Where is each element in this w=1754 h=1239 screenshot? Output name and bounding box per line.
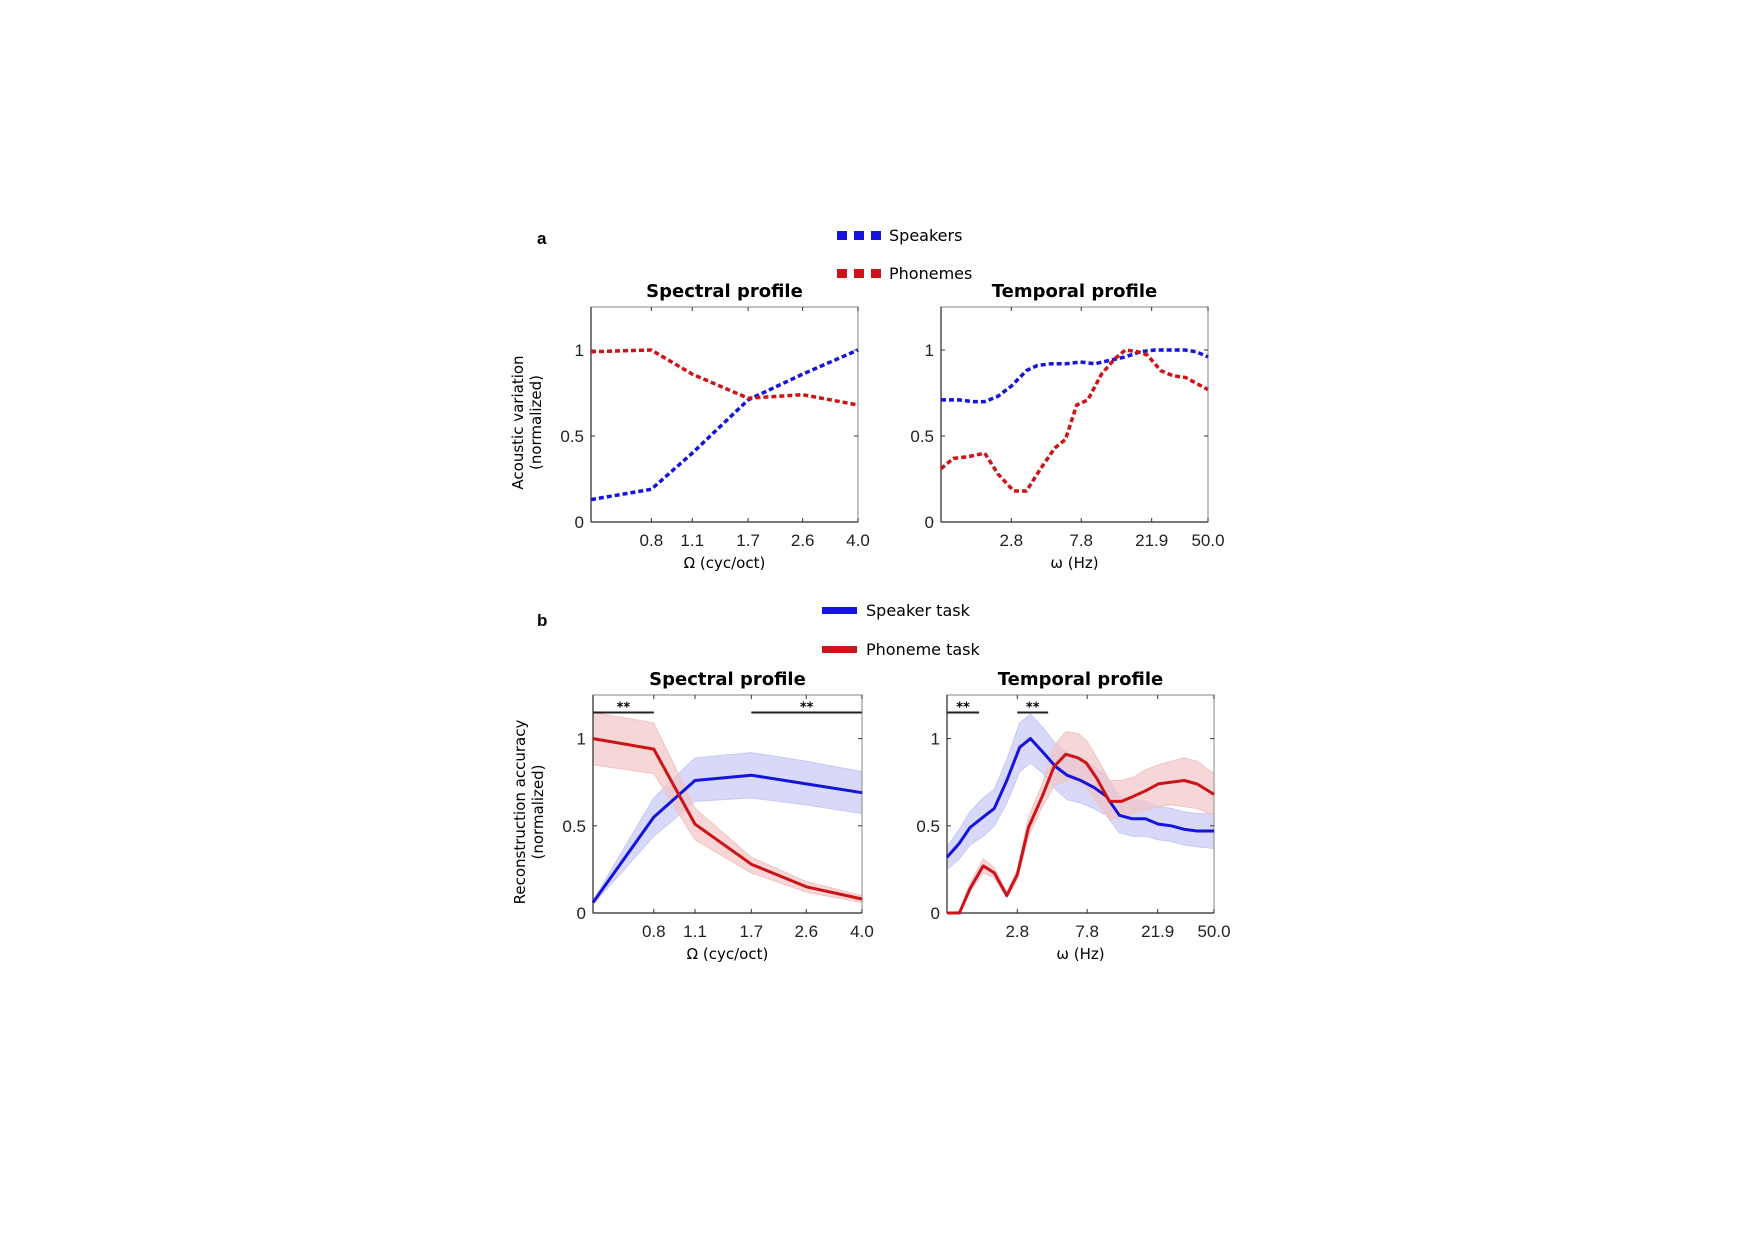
chart-title: Temporal profile bbox=[992, 281, 1157, 302]
legend-phoneme-task-swatch bbox=[822, 646, 857, 653]
series-line-phonemes bbox=[939, 348, 1209, 493]
x-tick-label: 0.8 bbox=[640, 531, 664, 550]
legend-phoneme-task: Phoneme task bbox=[822, 640, 980, 659]
panel-b-letter: b bbox=[537, 611, 548, 630]
x-tick-label: 21.9 bbox=[1141, 922, 1174, 941]
y-tick-label: 0 bbox=[575, 513, 584, 532]
y-axis-label: Reconstruction accuracy bbox=[511, 720, 529, 905]
significance-label: ** bbox=[800, 700, 814, 715]
y-tick-label: 0.5 bbox=[916, 817, 940, 836]
chart-title: Temporal profile bbox=[998, 669, 1163, 690]
x-axis-label: ω (Hz) bbox=[1050, 554, 1098, 572]
y-tick-label: 0 bbox=[577, 904, 586, 923]
y-axis-label: Acoustic variation bbox=[509, 355, 527, 489]
significance-label: ** bbox=[617, 700, 631, 715]
x-tick-label: 7.8 bbox=[1075, 922, 1099, 941]
x-tick-label: 50.0 bbox=[1197, 922, 1230, 941]
axes-box bbox=[590, 306, 859, 523]
legend-speakers: Speakers bbox=[837, 226, 962, 245]
x-tick-label: 1.1 bbox=[683, 922, 707, 941]
panel-a-letter: a bbox=[537, 229, 547, 248]
chart-b_spectral: 0.8 1.1 1.7 2.6 4.0 0 0.5 1 Spectral profile Ω (c… bbox=[511, 669, 874, 963]
y-tick-label: 0 bbox=[931, 904, 940, 923]
legend-speaker-task: Speaker task bbox=[822, 601, 970, 620]
x-tick-label: 0.8 bbox=[642, 922, 666, 941]
x-tick-label: 1.7 bbox=[739, 922, 763, 941]
series-line-speaker-task bbox=[945, 737, 1214, 859]
x-tick-label: 2.6 bbox=[791, 531, 815, 550]
x-axis-label: Ω (cyc/oct) bbox=[684, 554, 766, 572]
series-line-speaker-task bbox=[591, 773, 863, 904]
y-tick-label: 0.5 bbox=[562, 817, 586, 836]
x-tick-label: 1.7 bbox=[736, 531, 760, 550]
legend-phonemes-swatch bbox=[837, 269, 881, 278]
y-tick-label: 0.5 bbox=[560, 427, 584, 446]
error-band-speaker-task bbox=[592, 752, 863, 906]
y-tick-label: 0 bbox=[925, 513, 934, 532]
y-tick-label: 0.5 bbox=[910, 427, 934, 446]
chart-a_spectral: 0.8 1.1 1.7 2.6 4.0 0 0.5 1 Spectral profile Ω (c… bbox=[509, 281, 870, 572]
y-tick-label: 1 bbox=[925, 341, 934, 360]
significance-label: ** bbox=[956, 700, 970, 715]
legend-phoneme-task-label: Phoneme task bbox=[866, 640, 980, 659]
series-line-phoneme-task bbox=[592, 737, 863, 901]
series-line-phonemes bbox=[590, 348, 859, 407]
x-tick-label: 4.0 bbox=[846, 531, 870, 550]
x-tick-label: 21.9 bbox=[1135, 531, 1168, 550]
x-axis-label: ω (Hz) bbox=[1056, 945, 1104, 963]
x-tick-label: 2.8 bbox=[1005, 922, 1029, 941]
legend-speakers-label: Speakers bbox=[889, 226, 963, 245]
x-tick-label: 2.8 bbox=[999, 531, 1023, 550]
y-axis-label-sub: (normalized) bbox=[527, 375, 545, 470]
chart-b_temporal: 2.8 7.8 21.9 50.0 0 0.5 1 Temporal profile ω (Hz… bbox=[916, 669, 1230, 963]
x-axis-label: Ω (cyc/oct) bbox=[687, 945, 769, 963]
chart-a_temporal: 2.8 7.8 21.9 50.0 0 0.5 1 Temporal profile ω (Hz… bbox=[910, 281, 1224, 572]
x-tick-label: 1.1 bbox=[680, 531, 704, 550]
x-tick-label: 2.6 bbox=[794, 922, 818, 941]
series-line-speakers bbox=[941, 348, 1209, 404]
y-tick-label: 1 bbox=[575, 341, 584, 360]
y-tick-label: 1 bbox=[577, 730, 586, 749]
chart-title: Spectral profile bbox=[649, 669, 806, 690]
legend-phonemes-label: Phonemes bbox=[889, 264, 973, 283]
significance-label: ** bbox=[1026, 700, 1040, 715]
x-tick-label: 4.0 bbox=[850, 922, 874, 941]
x-tick-label: 7.8 bbox=[1069, 531, 1093, 550]
chart-title: Spectral profile bbox=[646, 281, 803, 302]
y-tick-label: 1 bbox=[931, 730, 940, 749]
legend-speaker-task-label: Speaker task bbox=[866, 601, 970, 620]
legend-speakers-swatch bbox=[837, 231, 881, 240]
x-tick-label: 50.0 bbox=[1191, 531, 1224, 550]
series-line-speakers bbox=[590, 348, 859, 502]
legend-speaker-task-swatch bbox=[822, 607, 857, 614]
legend-phonemes: Phonemes bbox=[837, 264, 972, 283]
y-axis-label-sub: (normalized) bbox=[529, 764, 547, 859]
